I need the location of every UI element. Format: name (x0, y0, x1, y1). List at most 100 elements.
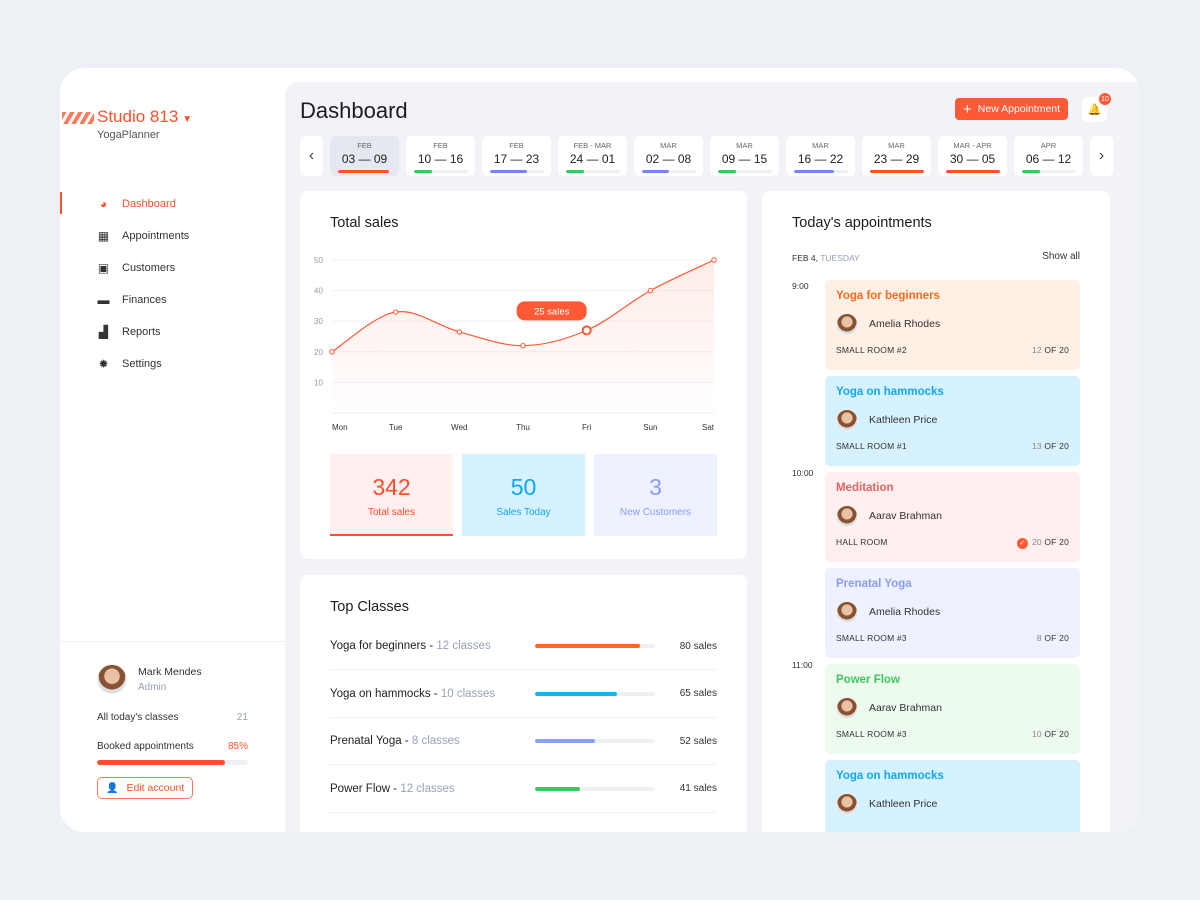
appointment-card[interactable]: Power Flow Aarav Brahman SMALL ROOM #3 10 O… (825, 664, 1080, 754)
week-tab[interactable]: MAR 23 — 29 (862, 136, 931, 176)
main-content: Dashboard + New Appointment 🔔 10 ‹ FEB 03 — … (285, 82, 1140, 832)
instructor-name: Amelia Rhodes (869, 606, 941, 618)
y-tick-label: 40 (314, 287, 323, 296)
sidebar-item-reports[interactable]: ▟ Reports (60, 316, 285, 348)
data-point (456, 329, 463, 335)
room-label: SMALL ROOM #2 (836, 345, 907, 355)
capacity: OF 20 (1044, 633, 1069, 643)
sidebar-item-label: Dashboard (122, 198, 176, 210)
tooltip (516, 301, 587, 321)
prev-week-button[interactable]: ‹ (300, 136, 323, 176)
appointments-card: Today's appointments FEB 4, TUESDAY Show… (762, 191, 1110, 832)
class-row[interactable]: Yoga on hammocks - 10 classes 65 sales (330, 671, 717, 718)
sidebar-item-settings[interactable]: ✹ Settings (60, 348, 285, 380)
sidebar-item-label: Appointments (122, 230, 190, 242)
credit-card-icon: ▬ (97, 293, 110, 307)
week-month: MAR (888, 141, 905, 150)
notifications-button[interactable]: 🔔 10 (1082, 92, 1112, 122)
appointments-title: Today's appointments (792, 215, 932, 231)
instructor-name: Kathleen Price (869, 414, 938, 426)
avatar (836, 313, 858, 335)
data-point (392, 309, 399, 315)
user-role: Admin (138, 681, 167, 693)
class-name: Prenatal Yoga (330, 735, 402, 747)
class-row[interactable]: Prenatal Yoga - 8 classes 52 sales (330, 718, 717, 765)
new-appointment-button[interactable]: + New Appointment (955, 98, 1069, 120)
appointment-title: Meditation (836, 482, 894, 494)
app-window: Studio 813 ▼ YogaPlanner ◕ Dashboard ▦ Appoi… (60, 68, 1140, 832)
class-sales: 65 sales (679, 688, 717, 699)
week-days: 23 — 29 (873, 152, 920, 166)
sidebar-nav: ◕ Dashboard ▦ Appointments ▣ Customers ▬ Financ… (60, 188, 285, 380)
instructor-name: Aarav Brahman (869, 702, 942, 714)
capacity: OF 20 (1044, 345, 1069, 355)
week-month: MAR (812, 141, 829, 150)
time-label: 10:00 (792, 468, 814, 478)
class-row[interactable]: Power Flow - 12 classes 41 sales (330, 766, 717, 813)
tooltip-label: 25 sales (534, 306, 570, 317)
class-sales: 52 sales (679, 735, 717, 747)
appointment-card[interactable]: Prenatal Yoga Amelia Rhodes SMALL ROOM #3 8… (825, 568, 1080, 658)
class-name: Power Flow (330, 782, 391, 795)
user-name: Mark Mendes (138, 665, 202, 678)
sidebar-item-label: Reports (122, 326, 161, 338)
week-progress (337, 170, 392, 173)
sidebar-item-appointments[interactable]: ▦ Appointments (60, 220, 285, 252)
week-tab[interactable]: APR 06 — 12 (1014, 136, 1083, 176)
appointment-card[interactable]: Yoga on hammocks Kathleen Price SMALL ROOM… (825, 376, 1080, 466)
y-tick-label: 30 (314, 317, 323, 326)
data-point (329, 349, 335, 355)
edit-account-button[interactable]: 👤 Edit account (97, 777, 194, 799)
class-row[interactable]: Yoga for beginners - 12 classes 80 sales (330, 623, 717, 670)
avatar (836, 697, 858, 719)
appointment-title: Prenatal Yoga (836, 578, 912, 590)
instructor-name: Amelia Rhodes (869, 318, 941, 330)
week-month: FEB (357, 141, 372, 150)
calendar-icon: ▦ (97, 229, 110, 243)
data-point (520, 342, 526, 349)
sidebar-item-finances[interactable]: ▬ Finances (60, 284, 285, 316)
week-month: FEB - MAR (573, 141, 612, 150)
check-icon: ✓ (1016, 537, 1028, 549)
sales-chart: 10 20 30 40 50 Mon Tue Wed Thu Fri Sun Sat 25 sales (314, 256, 717, 432)
appointment-card[interactable]: Meditation Aarav Brahman HALL ROOM ✓ 20 OF 2… (825, 472, 1080, 562)
week-tab[interactable]: FEB 03 — 09 (330, 136, 399, 176)
kpi-tile: 342 Total sales (330, 454, 453, 536)
y-tick-label: 50 (314, 256, 323, 265)
x-tick-label: Mon (332, 423, 348, 432)
week-progress (489, 170, 544, 173)
appointment-card[interactable]: Yoga for beginners Amelia Rhodes SMALL ROO… (825, 280, 1080, 370)
class-sales: 80 sales (679, 640, 717, 652)
week-progress (1021, 170, 1076, 173)
kpi-value: 342 (372, 474, 411, 500)
week-tab[interactable]: MAR - APR 30 — 05 (938, 136, 1007, 176)
show-all-link[interactable]: Show all (1042, 251, 1080, 262)
week-tab[interactable]: MAR 02 — 08 (634, 136, 703, 176)
sidebar-item-label: Settings (122, 358, 162, 370)
week-month: FEB (433, 141, 448, 150)
sidebar-item-dashboard[interactable]: ◕ Dashboard (60, 188, 285, 220)
week-month: APR (1040, 141, 1057, 150)
studio-name: Studio 813 (97, 107, 179, 126)
caret-down-icon: ▼ (182, 114, 193, 125)
week-tab[interactable]: MAR 09 — 15 (710, 136, 779, 176)
week-tab[interactable]: FEB 17 — 23 (482, 136, 551, 176)
top-classes-title: Top Classes (330, 599, 409, 615)
sidebar-item-customers[interactable]: ▣ Customers (60, 252, 285, 284)
week-tab[interactable]: MAR 16 — 22 (786, 136, 855, 176)
week-month: MAR (660, 141, 677, 150)
week-tab[interactable]: FEB - MAR 24 — 01 (558, 136, 627, 176)
bell-icon: 🔔 (1087, 104, 1102, 116)
appointment-card[interactable]: Yoga on hammocks Kathleen Price (825, 760, 1080, 832)
studio-switcher[interactable]: Studio 813 ▼ (97, 107, 192, 127)
next-week-button[interactable]: › (1090, 136, 1113, 176)
time-label: 11:00 (792, 660, 813, 670)
contact-card-icon: ▣ (97, 261, 110, 275)
week-tab[interactable]: FEB 10 — 16 (406, 136, 475, 176)
app-subtitle: YogaPlanner (97, 129, 160, 141)
week-days: 30 — 05 (949, 152, 996, 166)
booked-count: 12 (1031, 345, 1042, 355)
y-tick-label: 20 (314, 348, 323, 357)
week-progress (565, 170, 620, 173)
week-progress (793, 170, 848, 173)
